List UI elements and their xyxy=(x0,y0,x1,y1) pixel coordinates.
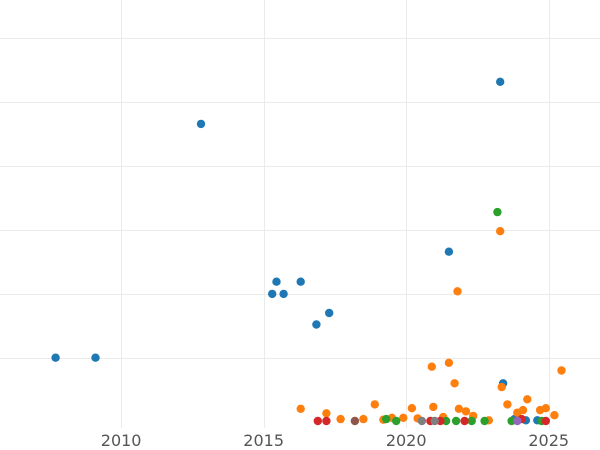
data-point-series-2 xyxy=(429,402,438,412)
data-point-series-2 xyxy=(453,287,462,296)
data-point-series-2 xyxy=(370,400,379,409)
data-point-series-2 xyxy=(296,404,305,413)
data-point-series-1 xyxy=(196,119,206,129)
x-tick-label: 2015 xyxy=(243,431,284,450)
data-point-series-1 xyxy=(325,308,334,318)
data-point-series-2 xyxy=(541,404,550,413)
data-point-series-1 xyxy=(296,277,305,286)
data-point-series-2 xyxy=(399,413,408,422)
data-point-series-3 xyxy=(493,207,502,217)
data-point-series-3 xyxy=(382,414,391,424)
data-point-series-3 xyxy=(467,416,476,426)
data-point-series-7 xyxy=(417,416,427,426)
data-point-series-3 xyxy=(392,416,401,426)
x-tick-label: 2020 xyxy=(386,431,427,450)
data-point-series-2 xyxy=(427,362,436,371)
data-point-series-2 xyxy=(407,404,417,413)
data-point-series-2 xyxy=(496,227,505,236)
data-point-series-2 xyxy=(454,404,464,413)
data-point-series-2 xyxy=(503,400,512,409)
data-point-series-2 xyxy=(461,407,471,416)
data-point-series-1 xyxy=(51,353,60,362)
data-point-series-6 xyxy=(350,416,360,426)
data-point-series-2 xyxy=(523,395,532,404)
data-point-series-2 xyxy=(550,411,559,420)
data-point-series-1 xyxy=(279,289,288,299)
data-point-series-5 xyxy=(513,416,522,426)
gridlines xyxy=(0,0,600,428)
data-points xyxy=(51,77,566,426)
data-point-series-4 xyxy=(541,416,550,426)
data-point-series-1 xyxy=(91,353,100,362)
x-tick-label: 2010 xyxy=(101,431,142,450)
data-point-series-1 xyxy=(496,77,505,87)
data-point-series-7 xyxy=(430,416,439,426)
data-point-series-2 xyxy=(518,405,528,415)
data-point-series-3 xyxy=(480,416,489,426)
data-point-series-4 xyxy=(460,416,469,426)
data-point-series-2 xyxy=(450,379,459,388)
data-point-series-1 xyxy=(312,320,321,329)
data-point-series-2 xyxy=(497,382,506,392)
data-point-series-2 xyxy=(557,366,566,375)
data-point-series-3 xyxy=(451,416,461,426)
data-point-series-2 xyxy=(336,414,345,424)
data-point-series-4 xyxy=(313,416,322,426)
data-point-series-1 xyxy=(272,277,281,286)
x-axis-ticks: 2010 2015 2020 2025 xyxy=(101,431,569,450)
data-point-series-2 xyxy=(322,409,331,418)
data-point-series-4 xyxy=(322,416,331,426)
data-point-series-1 xyxy=(268,289,277,299)
data-point-series-2 xyxy=(359,414,368,424)
data-point-series-1 xyxy=(444,247,454,256)
data-point-series-2 xyxy=(444,358,454,367)
x-tick-label: 2025 xyxy=(528,431,569,450)
